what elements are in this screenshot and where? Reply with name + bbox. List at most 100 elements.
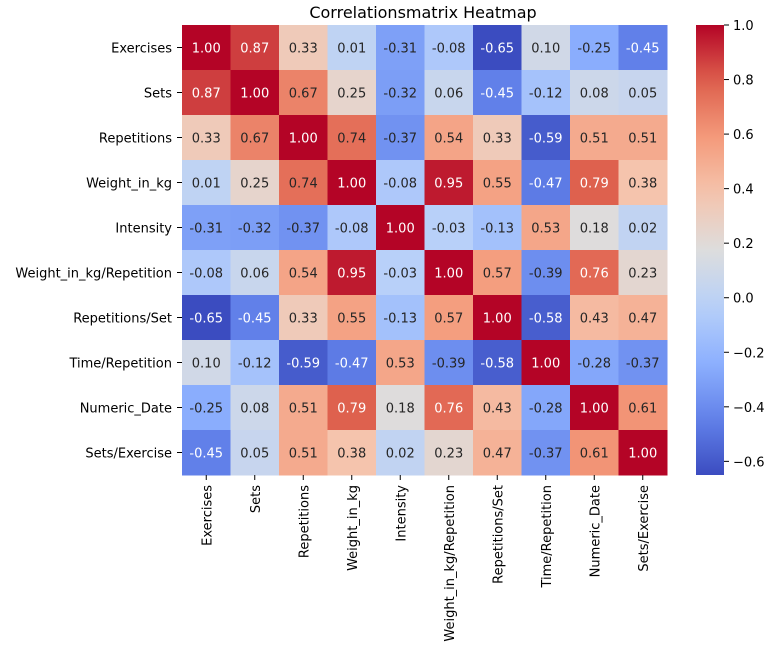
heatmap-cell bbox=[473, 430, 522, 476]
heatmap-cell bbox=[424, 295, 474, 341]
row-tick-label: Intensity bbox=[115, 222, 172, 237]
cell-value-label: 0.54 bbox=[434, 132, 463, 147]
cell-value-label: 0.54 bbox=[289, 267, 318, 282]
cell-value-label: -0.32 bbox=[383, 87, 417, 102]
cell-value-label: -0.39 bbox=[529, 267, 563, 282]
cell-value-label: -0.59 bbox=[286, 357, 320, 372]
heatmap-cell bbox=[376, 250, 425, 296]
cell-value-label: 0.76 bbox=[434, 402, 463, 417]
colorbar-tick-label: 0.6 bbox=[733, 128, 754, 143]
cell-value-label: -0.03 bbox=[432, 222, 466, 237]
heatmap-cell bbox=[424, 70, 474, 116]
heatmap-cell bbox=[376, 295, 425, 341]
column-tick-label: Repetitions/Set bbox=[491, 485, 506, 584]
column-tick-label: Intensity bbox=[394, 485, 409, 542]
heatmap-cell bbox=[521, 295, 571, 341]
colorbar-tick-label: −0.2 bbox=[733, 346, 765, 361]
row-tick-label: Numeric_Date bbox=[80, 402, 172, 417]
heatmap-cell bbox=[570, 70, 619, 116]
cell-value-label: -0.13 bbox=[480, 222, 514, 237]
heatmap-cell bbox=[230, 25, 280, 71]
cell-value-label: -0.08 bbox=[432, 42, 466, 57]
cell-value-label: 1.00 bbox=[289, 132, 318, 147]
heatmap-cell bbox=[182, 25, 231, 71]
colorbar-tick-label: 0.0 bbox=[733, 292, 754, 307]
cell-value-label: 0.01 bbox=[192, 177, 221, 192]
cell-value-label: 0.61 bbox=[580, 447, 609, 462]
heatmap-cell bbox=[473, 385, 522, 431]
heatmap-cell bbox=[182, 295, 231, 341]
cell-value-label: -0.37 bbox=[529, 447, 563, 462]
cell-value-label: 0.25 bbox=[240, 177, 269, 192]
heatmap-cell bbox=[521, 385, 571, 431]
cell-value-label: 0.87 bbox=[192, 87, 221, 102]
cell-value-label: 0.06 bbox=[434, 87, 463, 102]
heatmap-cell bbox=[473, 205, 522, 251]
cell-value-label: 0.33 bbox=[192, 132, 221, 147]
heatmap-cell bbox=[182, 250, 231, 296]
row-tick-label: Repetitions/Set bbox=[73, 312, 172, 327]
heatmap-cell bbox=[521, 25, 571, 71]
column-labels: Exercises Sets Repetitions Weight_in_kg Inte… bbox=[200, 475, 652, 642]
heatmap-cell bbox=[230, 70, 280, 116]
heatmap-cell bbox=[570, 205, 619, 251]
cell-value-label: 1.00 bbox=[483, 312, 512, 327]
cell-value-label: -0.59 bbox=[529, 132, 563, 147]
heatmap-cell bbox=[521, 250, 571, 296]
row-tick-label: Repetitions bbox=[99, 132, 172, 147]
cell-value-label: 0.18 bbox=[386, 402, 415, 417]
heatmap-cell bbox=[230, 340, 280, 386]
cell-value-label: 0.33 bbox=[289, 312, 318, 327]
heatmap-cell bbox=[327, 115, 377, 161]
heatmap-cell bbox=[279, 295, 328, 341]
colorbar-tick-label: 1.0 bbox=[733, 19, 754, 34]
cell-value-label: 0.55 bbox=[337, 312, 366, 327]
cell-value-label: 0.33 bbox=[483, 132, 512, 147]
heatmap-cell bbox=[182, 340, 231, 386]
heatmap-cell bbox=[327, 25, 377, 71]
cell-value-label: 1.00 bbox=[580, 402, 609, 417]
cell-value-label: 0.74 bbox=[289, 177, 318, 192]
cell-value-label: -0.45 bbox=[238, 312, 272, 327]
heatmap-cell bbox=[376, 340, 425, 386]
heatmap-cell bbox=[327, 385, 377, 431]
heatmap-cell bbox=[521, 115, 571, 161]
heatmap-cell bbox=[473, 295, 522, 341]
cell-value-label: 0.87 bbox=[240, 42, 269, 57]
cell-value-label: -0.37 bbox=[286, 222, 320, 237]
heatmap-cell bbox=[521, 70, 571, 116]
cell-value-label: 0.51 bbox=[628, 132, 657, 147]
cell-value-label: -0.39 bbox=[432, 357, 466, 372]
cell-value-label: -0.12 bbox=[529, 87, 563, 102]
heatmap-cell bbox=[230, 160, 280, 206]
heatmap-cell bbox=[521, 160, 571, 206]
row-tick-label: Sets/Exercise bbox=[85, 447, 172, 462]
heatmap-cell bbox=[182, 115, 231, 161]
cell-value-label: -0.47 bbox=[335, 357, 369, 372]
cell-value-label: 0.01 bbox=[337, 42, 366, 57]
heatmap-cell bbox=[230, 250, 280, 296]
heatmap-cell bbox=[279, 160, 328, 206]
column-tick-label: Repetitions bbox=[297, 485, 312, 558]
heatmap-cell bbox=[570, 340, 619, 386]
heatmap-cell bbox=[473, 340, 522, 386]
cell-value-label: 1.00 bbox=[192, 42, 221, 57]
heatmap-cell bbox=[376, 25, 425, 71]
colorbar-tick-label: −0.4 bbox=[733, 401, 765, 416]
cell-value-label: 1.00 bbox=[531, 357, 560, 372]
cell-value-label: 0.43 bbox=[483, 402, 512, 417]
heatmap-cell bbox=[279, 385, 328, 431]
cell-value-label: -0.08 bbox=[189, 267, 223, 282]
cell-value-label: 0.43 bbox=[580, 312, 609, 327]
row-labels: Exercises Sets Repetitions Weight_in_kg Inte… bbox=[15, 42, 182, 462]
heatmap-cell bbox=[570, 250, 619, 296]
cell-value-label: 0.10 bbox=[531, 42, 560, 57]
cell-value-label: 0.18 bbox=[580, 222, 609, 237]
cell-value-label: 0.61 bbox=[628, 402, 657, 417]
heatmap-cell bbox=[570, 115, 619, 161]
column-tick-label: Sets bbox=[249, 485, 264, 513]
heatmap-cell bbox=[279, 340, 328, 386]
heatmap-cell bbox=[521, 430, 571, 476]
cell-value-label: 0.76 bbox=[580, 267, 609, 282]
